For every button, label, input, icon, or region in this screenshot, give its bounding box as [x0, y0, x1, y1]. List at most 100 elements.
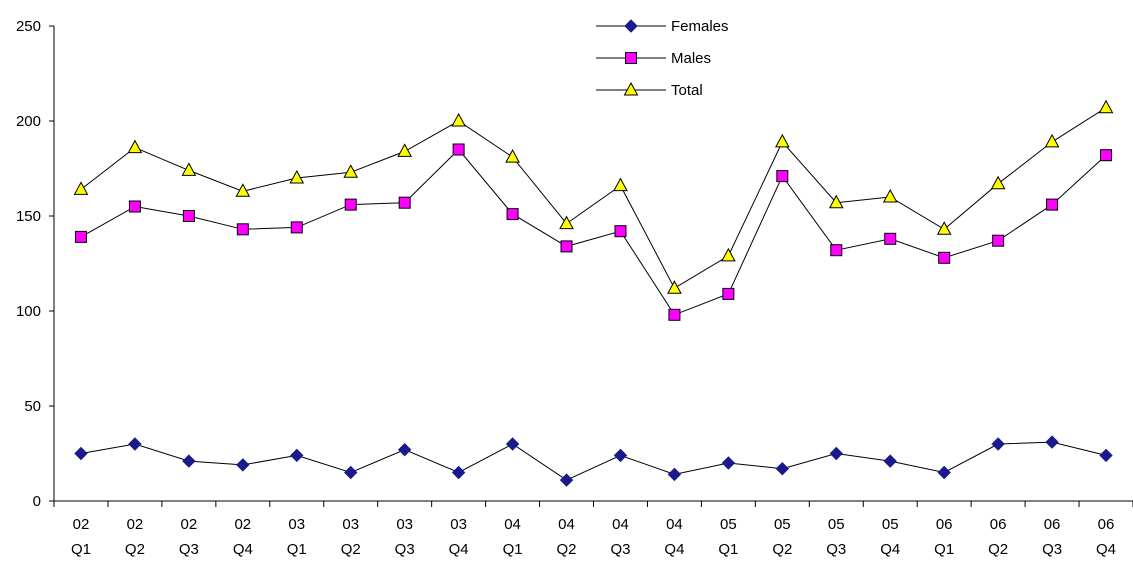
data-point-males [1046, 198, 1059, 211]
data-point-males [128, 200, 141, 213]
data-point-males [506, 208, 519, 221]
data-point-females [829, 446, 843, 461]
legend-label: Total [671, 82, 703, 99]
data-point-total [721, 247, 736, 262]
data-point-total [289, 169, 305, 184]
data-point-females [1099, 448, 1113, 463]
data-point-total [397, 143, 413, 157]
y-tick-label: 50 [24, 398, 41, 415]
data-point-total [451, 112, 466, 127]
series-males [74, 143, 1113, 321]
x-tick-label-quarter: Q2 [988, 541, 1008, 558]
y-tick-label: 0 [33, 493, 41, 510]
data-point-total [559, 215, 574, 230]
x-tick-label-year: 03 [396, 516, 413, 533]
data-point-females [883, 454, 897, 468]
x-tick-label-quarter: Q2 [341, 541, 361, 558]
x-tick-label-quarter: Q1 [503, 541, 523, 558]
x-tick-label-quarter: Q4 [1096, 541, 1116, 558]
data-point-total [828, 194, 844, 209]
data-point-total [774, 133, 790, 148]
x-tick-label-year: 04 [504, 516, 521, 533]
y-tick-label: 200 [16, 113, 41, 130]
data-point-females [937, 465, 951, 480]
y-tick-label: 150 [16, 208, 41, 225]
series-layer [73, 99, 1114, 487]
x-tick-label-year: 04 [612, 516, 629, 533]
x-tick-label-year: 05 [720, 516, 737, 533]
legend-marker-females [624, 19, 638, 33]
x-tick-label-year: 05 [828, 516, 845, 533]
series-females [74, 435, 1113, 487]
data-point-females [182, 454, 196, 468]
x-tick-label-quarter: Q4 [449, 541, 469, 558]
x-tick-label-quarter: Q1 [71, 541, 91, 558]
x-tick-label-quarter: Q2 [772, 541, 792, 558]
legend-item-males: Males [596, 50, 711, 67]
legend-label: Females [671, 18, 729, 35]
data-point-total [505, 149, 520, 163]
y-tick-label: 250 [16, 18, 41, 35]
x-tick-label-year: 04 [558, 516, 575, 533]
data-point-total [181, 162, 197, 176]
x-tick-label-year: 03 [342, 516, 359, 533]
x-tick-label-quarter: Q2 [125, 541, 145, 558]
x-tick-label-quarter: Q4 [880, 541, 900, 558]
data-point-males [722, 287, 735, 300]
series-line-total [80, 107, 1107, 289]
data-point-total [613, 177, 628, 192]
legend-marker-males [625, 52, 637, 64]
x-tick-label-year: 05 [774, 516, 791, 533]
series-line-females [80, 441, 1107, 481]
x-tick-label-year: 06 [1044, 516, 1061, 533]
data-point-total [1098, 99, 1114, 114]
data-point-total [235, 183, 251, 197]
x-tick-label-quarter: Q1 [718, 541, 738, 558]
x-tick-label-year: 06 [936, 516, 953, 533]
x-tick-label-quarter: Q3 [395, 541, 415, 558]
data-point-total [127, 139, 143, 154]
data-point-males [884, 232, 897, 245]
x-tick-label-year: 02 [127, 516, 144, 533]
data-point-females [505, 437, 520, 451]
data-point-total [882, 188, 898, 203]
data-point-females [290, 448, 304, 463]
x-tick-label-year: 03 [288, 516, 305, 533]
data-point-males [830, 244, 843, 257]
legend-item-females: Females [596, 18, 729, 35]
data-point-males [182, 210, 195, 222]
data-point-males [560, 240, 573, 253]
data-point-males [398, 196, 411, 209]
x-tick-label-year: 06 [990, 516, 1007, 533]
x-tick-label-year: 02 [234, 516, 251, 533]
data-point-females [451, 465, 466, 480]
data-point-females [344, 465, 358, 480]
x-tick-label-year: 02 [73, 516, 90, 533]
x-tick-label-quarter: Q3 [610, 541, 630, 558]
data-point-males [290, 221, 303, 234]
data-point-females [667, 467, 682, 482]
x-tick-label-year: 03 [450, 516, 467, 533]
data-point-males [236, 223, 249, 236]
x-tick-label-year: 05 [882, 516, 899, 533]
data-point-total [1044, 133, 1060, 148]
x-tick-label-quarter: Q3 [179, 541, 199, 558]
data-point-total [667, 280, 682, 294]
data-point-females [775, 461, 790, 476]
y-tick-label: 100 [16, 303, 41, 320]
data-point-males [1100, 149, 1113, 162]
x-tick-label-quarter: Q3 [1042, 541, 1062, 558]
series-total [73, 99, 1114, 294]
x-tick-label-quarter: Q1 [287, 541, 307, 558]
legend-label: Males [671, 50, 711, 67]
data-point-total [343, 164, 359, 178]
data-point-females [128, 437, 142, 451]
legend-item-total: Total [596, 81, 703, 99]
data-point-females [991, 437, 1005, 451]
data-point-total [990, 175, 1006, 190]
data-point-females [721, 456, 736, 470]
x-tick-label-year: 06 [1098, 516, 1115, 533]
data-point-total [936, 221, 952, 235]
series-line-males [80, 148, 1107, 316]
